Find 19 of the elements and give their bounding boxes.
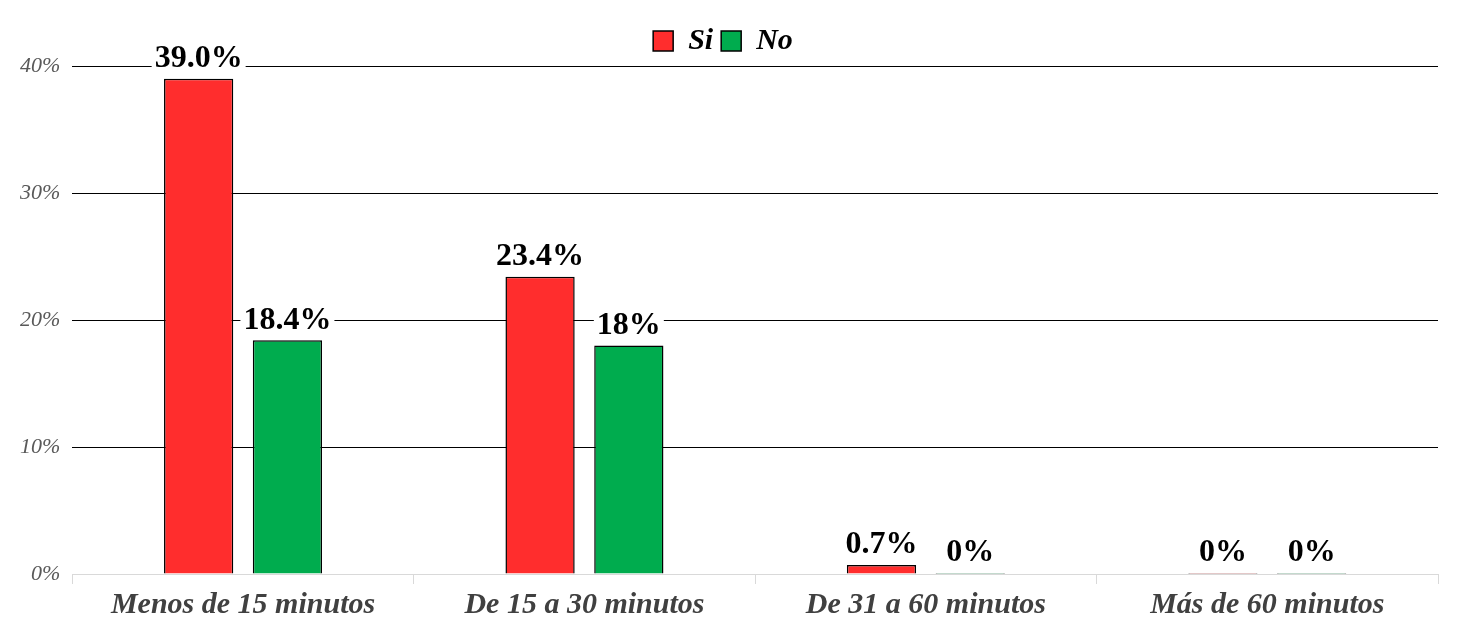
legend-label: Si	[688, 21, 714, 55]
x-tick-label: Más de 60 minutos	[1149, 585, 1385, 619]
x-tick-label: De 15 a 30 minutos	[463, 585, 705, 619]
y-tick-label: 20%	[20, 305, 61, 331]
data-label: 23.4%	[496, 236, 585, 273]
y-tick-label: 10%	[20, 432, 61, 458]
data-label: 0.7%	[845, 524, 918, 561]
legend-label: No	[755, 21, 793, 55]
y-tick-label: 30%	[19, 178, 61, 204]
data-label: 0%	[1287, 532, 1336, 569]
data-label: 39.0%	[154, 37, 243, 74]
data-label: 0%	[946, 532, 995, 569]
data-label: 0%	[1198, 532, 1247, 569]
x-tick-label: De 31 a 60 minutos	[804, 585, 1046, 619]
data-label: 18%	[596, 304, 661, 341]
x-tick-label: Menos de 15 minutos	[109, 585, 376, 619]
data-label: 18.4%	[243, 299, 332, 336]
y-tick-label: 40%	[20, 51, 61, 77]
y-tick-label: 0%	[31, 559, 61, 585]
